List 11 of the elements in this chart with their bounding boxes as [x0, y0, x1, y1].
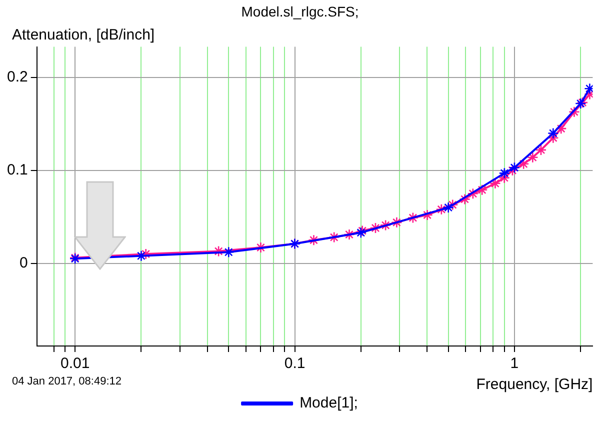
- x-axis-title: Frequency, [GHz]: [476, 376, 593, 394]
- y-tick-label: 0.1: [6, 162, 28, 179]
- legend-label: Mode[1];: [300, 394, 358, 412]
- x-tick-label: 1: [510, 355, 519, 372]
- y-tick-label: 0: [20, 254, 28, 272]
- x-tick-label: 0.01: [60, 355, 90, 372]
- chart-title: Model.sl_rlgc.SFS;: [241, 3, 359, 20]
- text: 04 Jan 2017, 08:49:12: [12, 376, 122, 388]
- y-axis-title: Attenuation, [dB/inch]: [12, 26, 155, 44]
- x-tick-label: 0.1: [284, 355, 306, 372]
- y-tick-label: 0.2: [6, 68, 28, 86]
